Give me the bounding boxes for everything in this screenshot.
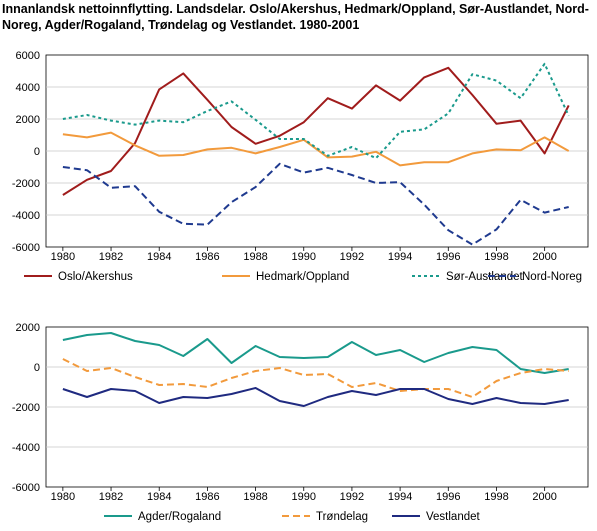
series-line <box>62 131 570 167</box>
legend-label: Vestlandet <box>426 511 481 523</box>
x-tick-label: 1986 <box>195 491 219 503</box>
x-tick-label: 1990 <box>292 251 316 263</box>
legend-label: Sør-Austlandet <box>446 271 524 283</box>
x-tick-label: 1982 <box>99 251 123 263</box>
y-tick-label: 2000 <box>16 322 40 334</box>
x-tick-label: 1980 <box>51 251 75 263</box>
y-tick-label: -2000 <box>12 402 40 414</box>
x-tick-label: 1998 <box>484 491 508 503</box>
x-tick-label: 1996 <box>436 491 460 503</box>
x-tick-label: 1994 <box>388 251 412 263</box>
x-tick-label: 1990 <box>292 491 316 503</box>
x-tick-label: 1994 <box>388 491 412 503</box>
x-tick-label: 1992 <box>340 491 364 503</box>
legend-label: Hedmark/Oppland <box>256 271 349 283</box>
legend-label: Oslo/Akershus <box>58 271 133 283</box>
x-tick-label: 1998 <box>484 251 508 263</box>
x-tick-label: 1984 <box>147 251 171 263</box>
x-tick-label: 1980 <box>51 491 75 503</box>
chart-title: Innanlandsk nettoinnflytting. Landsdelar… <box>2 2 589 32</box>
series-line <box>62 66 570 196</box>
y-tick-label: 4000 <box>16 82 40 94</box>
chart-panel-2: -6000 -4000 -2000 0 2000 1980 1982 1984 1986 1988… <box>12 322 589 523</box>
series-line <box>62 332 569 374</box>
chart-panel-1: -6000 -4000 -2000 0 2000 4000 6000 1980 1982 1984… <box>12 50 589 283</box>
y-tick-label: -2000 <box>12 178 40 190</box>
x-tick-label: 2000 <box>532 251 556 263</box>
y-tick-label: -6000 <box>12 482 40 494</box>
y-tick-label: 6000 <box>16 50 40 62</box>
legend-label: Nord-Noreg <box>522 271 582 283</box>
series-line <box>62 62 570 160</box>
legend-label: Agder/Rogaland <box>138 511 221 523</box>
y-tick-label: 0 <box>34 146 40 158</box>
y-tick-label: -6000 <box>12 242 40 254</box>
x-tick-label: 1986 <box>195 251 219 263</box>
x-tick-label: 1984 <box>147 491 171 503</box>
y-tick-label: 0 <box>34 362 40 374</box>
legend-label: Trøndelag <box>316 511 368 523</box>
x-tick-label: 1982 <box>99 491 123 503</box>
x-tick-label: 1996 <box>436 251 460 263</box>
x-tick-label: 1988 <box>243 251 267 263</box>
x-tick-label: 2000 <box>532 491 556 503</box>
y-tick-label: 2000 <box>16 114 40 126</box>
y-tick-label: -4000 <box>12 210 40 222</box>
series-line <box>62 162 569 246</box>
x-tick-label: 1988 <box>243 491 267 503</box>
x-tick-label: 1992 <box>340 251 364 263</box>
series-line <box>62 358 569 398</box>
series-line <box>62 387 569 407</box>
y-tick-label: -4000 <box>12 442 40 454</box>
